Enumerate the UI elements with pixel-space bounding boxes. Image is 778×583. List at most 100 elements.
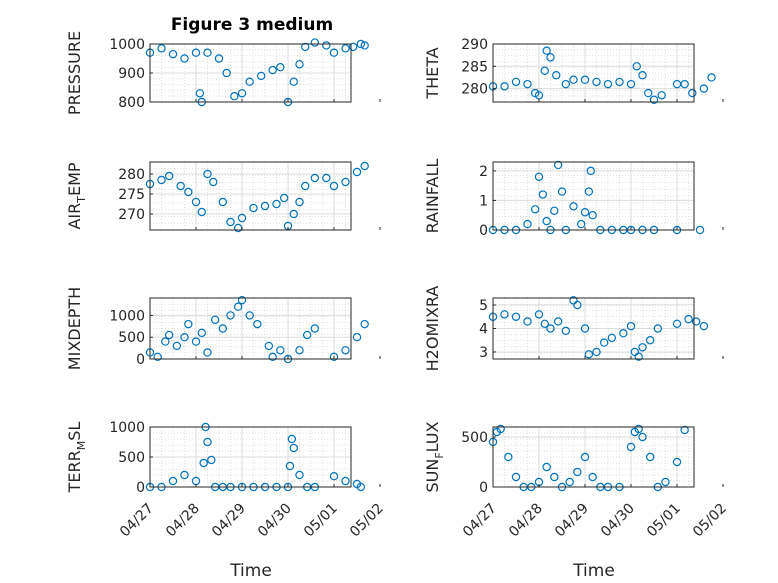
data-point bbox=[157, 44, 166, 53]
data-point bbox=[584, 187, 594, 196]
y-axis-label: TERRMSL bbox=[65, 422, 88, 494]
data-point bbox=[249, 203, 258, 213]
data-point bbox=[184, 187, 193, 197]
data-point bbox=[550, 472, 559, 482]
x-tick-label: 05/02 bbox=[347, 501, 387, 541]
x-tick-label: 04/27 bbox=[460, 501, 500, 541]
data-point bbox=[295, 60, 304, 69]
data-point bbox=[672, 319, 682, 329]
data-point bbox=[580, 75, 590, 84]
data-point bbox=[542, 216, 551, 226]
data-point bbox=[542, 462, 551, 472]
data-point bbox=[230, 91, 239, 101]
data-point bbox=[356, 39, 366, 49]
data-point bbox=[634, 424, 643, 434]
data-point bbox=[588, 211, 597, 220]
y-tick-label: 1000 bbox=[109, 420, 145, 436]
data-point bbox=[500, 310, 509, 319]
data-point bbox=[626, 321, 636, 331]
data-point bbox=[289, 77, 298, 86]
subplot-air-temp: 270 275 280 AIRTEMP bbox=[65, 161, 381, 233]
data-point bbox=[672, 457, 682, 467]
data-point bbox=[203, 48, 212, 57]
axes-frame bbox=[149, 161, 352, 231]
data-point bbox=[553, 160, 563, 170]
data-point bbox=[218, 197, 228, 207]
data-point bbox=[565, 477, 574, 487]
data-point bbox=[592, 347, 601, 357]
data-point bbox=[322, 41, 331, 50]
axes-frame bbox=[492, 161, 695, 231]
data-point bbox=[360, 41, 369, 50]
data-point bbox=[523, 79, 532, 89]
data-point bbox=[203, 348, 212, 357]
data-point bbox=[511, 77, 521, 87]
y-tick-label: 1000 bbox=[109, 308, 145, 324]
data-point bbox=[573, 467, 582, 477]
data-point bbox=[550, 206, 559, 215]
data-point bbox=[584, 350, 594, 359]
data-point bbox=[348, 42, 358, 52]
data-point bbox=[684, 314, 693, 324]
data-point bbox=[168, 49, 178, 59]
x-axis-label-left: Time bbox=[229, 561, 272, 581]
x-tick-label: 04/27 bbox=[117, 501, 157, 541]
data-point bbox=[310, 38, 320, 47]
data-point bbox=[276, 346, 285, 355]
data-point bbox=[699, 84, 709, 93]
data-point bbox=[661, 477, 670, 487]
data-point bbox=[688, 88, 697, 98]
data-point bbox=[576, 219, 586, 229]
data-point bbox=[644, 88, 653, 98]
data-point bbox=[645, 336, 655, 345]
data-point bbox=[226, 217, 235, 227]
y-tick-label: 1 bbox=[479, 193, 488, 209]
data-point bbox=[341, 476, 350, 486]
data-point bbox=[268, 352, 277, 362]
data-point bbox=[329, 48, 339, 57]
data-point bbox=[638, 432, 647, 442]
data-point bbox=[352, 167, 362, 177]
data-point bbox=[707, 73, 716, 82]
data-point bbox=[222, 68, 231, 78]
data-point bbox=[511, 312, 521, 321]
data-point bbox=[638, 71, 647, 80]
data-point bbox=[245, 77, 254, 86]
data-point bbox=[253, 319, 262, 329]
data-point bbox=[523, 219, 532, 229]
data-point bbox=[626, 79, 636, 89]
data-point bbox=[546, 53, 555, 62]
data-point bbox=[523, 317, 532, 326]
data-point bbox=[279, 193, 289, 203]
data-point bbox=[203, 437, 212, 447]
data-point bbox=[207, 455, 216, 465]
y-tick-label: 500 bbox=[118, 450, 145, 466]
y-tick-label: 2 bbox=[479, 164, 488, 180]
subplot-rainfall: 0 1 2 RAINFALL bbox=[423, 159, 724, 239]
data-point bbox=[645, 452, 655, 462]
data-point bbox=[619, 328, 628, 338]
subplot-h2omixra: 3 4 5 H2OMIXRA bbox=[423, 286, 724, 371]
data-point bbox=[653, 324, 663, 333]
x-tick-label: 04/29 bbox=[209, 501, 249, 541]
data-point bbox=[210, 315, 220, 324]
data-point bbox=[184, 319, 193, 329]
data-point bbox=[626, 442, 636, 452]
data-point bbox=[195, 89, 205, 98]
data-point bbox=[691, 317, 701, 326]
data-point bbox=[209, 177, 218, 187]
data-point bbox=[237, 295, 247, 305]
data-point bbox=[226, 311, 235, 320]
data-point bbox=[164, 330, 174, 340]
y-tick-label: 500 bbox=[118, 330, 145, 346]
subplot-theta: 280 285 290 THETA bbox=[423, 37, 724, 104]
data-point bbox=[176, 181, 185, 191]
data-point bbox=[557, 187, 567, 196]
data-point bbox=[289, 443, 298, 453]
data-point bbox=[546, 324, 555, 333]
data-point bbox=[301, 42, 310, 52]
data-point bbox=[553, 317, 563, 326]
x-tick-label: 05/01 bbox=[644, 501, 684, 541]
data-point bbox=[352, 333, 362, 342]
